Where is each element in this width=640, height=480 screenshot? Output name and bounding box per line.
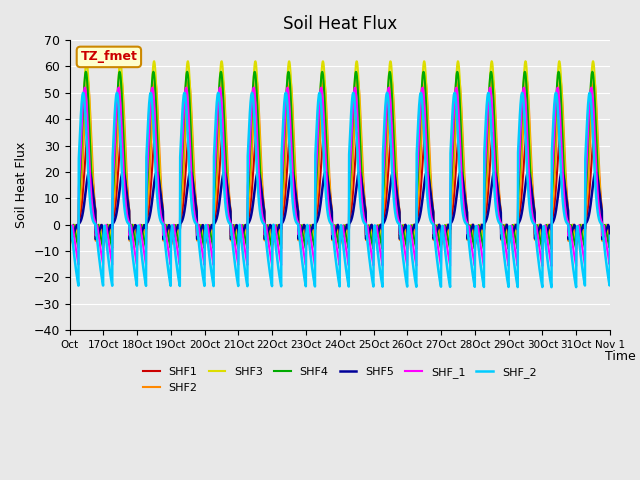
SHF5: [150, 181, 158, 187]
SHF3: [316, 113, 323, 119]
Line: SHF4: SHF4: [70, 72, 610, 249]
SHF1: [467, 226, 475, 231]
SHF_1: [66, 242, 74, 248]
SHF_1: [326, 212, 333, 218]
SHF3: [606, 242, 614, 248]
SHF4: [66, 240, 74, 246]
SHF1: [150, 138, 158, 144]
SHF2: [606, 242, 614, 248]
SHF4: [150, 75, 158, 81]
SHF_2: [282, 90, 290, 96]
SHF_2: [548, 284, 556, 290]
Line: SHF1: SHF1: [70, 132, 610, 243]
Title: Soil Heat Flux: Soil Heat Flux: [283, 15, 397, 33]
SHF1: [600, 234, 607, 240]
Legend: SHF1, SHF2, SHF3, SHF4, SHF5, SHF_1, SHF_2: SHF1, SHF2, SHF3, SHF4, SHF5, SHF_1, SHF…: [138, 363, 541, 397]
Line: SHF_1: SHF_1: [70, 87, 610, 266]
SHF2: [467, 224, 475, 229]
SHF1: [316, 190, 323, 195]
SHF_1: [606, 242, 614, 248]
SHF1: [547, 228, 554, 234]
SHF3: [547, 238, 554, 243]
SHF4: [116, 69, 124, 74]
SHF_1: [600, 222, 607, 228]
SHF5: [467, 227, 475, 232]
SHF5: [423, 169, 431, 175]
Y-axis label: Soil Heat Flux: Soil Heat Flux: [15, 142, 28, 228]
SHF2: [150, 82, 158, 87]
SHF_2: [66, 233, 74, 239]
SHF1: [326, 182, 333, 188]
Line: SHF5: SHF5: [70, 172, 610, 241]
SHF_2: [467, 261, 475, 266]
SHF2: [600, 234, 607, 240]
SHF_2: [326, 219, 333, 225]
SHF4: [467, 230, 475, 236]
SHF3: [83, 59, 90, 64]
SHF_1: [548, 263, 556, 269]
SHF5: [606, 239, 614, 244]
SHF_1: [547, 257, 554, 263]
SHF3: [467, 226, 475, 232]
SHF5: [600, 234, 607, 240]
SHF2: [326, 173, 333, 179]
Line: SHF2: SHF2: [70, 80, 610, 245]
SHF2: [556, 77, 564, 83]
SHF4: [326, 202, 333, 208]
SHF_2: [606, 233, 614, 239]
SHF5: [66, 239, 74, 244]
SHF_2: [547, 278, 554, 284]
SHF4: [606, 240, 614, 246]
SHF_2: [600, 237, 607, 242]
SHF1: [606, 240, 614, 246]
SHF_1: [316, 98, 323, 104]
SHF4: [547, 242, 554, 248]
SHF5: [547, 224, 554, 230]
SHF5: [316, 210, 323, 216]
SHF_1: [150, 99, 158, 105]
SHF4: [600, 228, 607, 233]
SHF1: [66, 240, 74, 246]
Line: SHF_2: SHF_2: [70, 93, 610, 287]
Text: TZ_fmet: TZ_fmet: [81, 50, 138, 63]
SHF3: [150, 60, 158, 65]
SHF4: [548, 246, 556, 252]
Line: SHF3: SHF3: [70, 61, 610, 245]
SHF_2: [316, 90, 323, 96]
SHF_1: [467, 241, 475, 247]
SHF2: [316, 157, 323, 163]
SHF4: [316, 104, 323, 109]
SHF3: [326, 192, 333, 198]
SHF2: [547, 230, 554, 236]
SHF1: [490, 130, 497, 135]
SHF_2: [150, 136, 158, 142]
SHF2: [66, 242, 74, 248]
SHF3: [66, 242, 74, 248]
SHF_1: [182, 84, 190, 90]
SHF5: [326, 191, 333, 196]
X-axis label: Time: Time: [605, 350, 636, 363]
SHF3: [600, 232, 607, 238]
